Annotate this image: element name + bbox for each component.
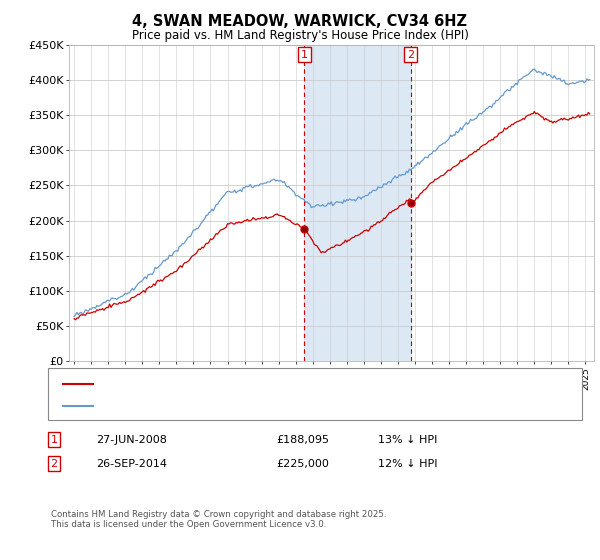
Text: 26-SEP-2014: 26-SEP-2014 (96, 459, 167, 469)
Text: £225,000: £225,000 (276, 459, 329, 469)
Text: 12% ↓ HPI: 12% ↓ HPI (378, 459, 437, 469)
Text: 27-JUN-2008: 27-JUN-2008 (96, 435, 167, 445)
Text: 2: 2 (50, 459, 58, 469)
Text: 1: 1 (301, 49, 308, 59)
Text: 4, SWAN MEADOW, WARWICK, CV34 6HZ (semi-detached house): 4, SWAN MEADOW, WARWICK, CV34 6HZ (semi-… (99, 379, 415, 389)
Text: 2: 2 (407, 49, 415, 59)
Text: Price paid vs. HM Land Registry's House Price Index (HPI): Price paid vs. HM Land Registry's House … (131, 29, 469, 42)
Text: HPI: Average price, semi-detached house, Warwick: HPI: Average price, semi-detached house,… (99, 401, 347, 410)
Bar (304, 45, 411, 361)
Text: Contains HM Land Registry data © Crown copyright and database right 2025.
This d: Contains HM Land Registry data © Crown c… (51, 510, 386, 529)
Text: £188,095: £188,095 (276, 435, 329, 445)
Text: 13% ↓ HPI: 13% ↓ HPI (378, 435, 437, 445)
Text: 4, SWAN MEADOW, WARWICK, CV34 6HZ: 4, SWAN MEADOW, WARWICK, CV34 6HZ (133, 14, 467, 29)
Text: 1: 1 (50, 435, 58, 445)
